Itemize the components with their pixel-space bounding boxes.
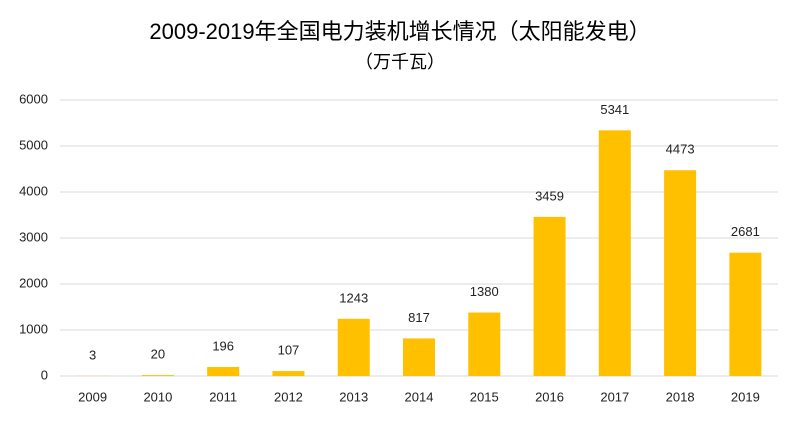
x-tick-label: 2019 (731, 389, 760, 404)
y-tick-label: 3000 (19, 229, 48, 244)
x-tick-label: 2015 (470, 389, 499, 404)
bar (468, 312, 501, 376)
data-label: 20 (151, 347, 165, 362)
bar (403, 338, 435, 376)
data-label: 1243 (339, 290, 368, 305)
x-tick-label: 2018 (666, 389, 695, 404)
bar (533, 216, 566, 376)
data-label: 2681 (731, 224, 760, 239)
data-label: 3 (89, 347, 96, 362)
x-tick-label: 2013 (339, 389, 368, 404)
data-label: 4473 (666, 142, 695, 157)
bar (141, 375, 174, 376)
data-label: 107 (278, 343, 300, 358)
data-label: 1380 (470, 284, 499, 299)
x-tick-label: 2016 (535, 389, 564, 404)
x-tick-label: 2010 (143, 389, 172, 404)
y-tick-label: 2000 (19, 275, 48, 290)
data-label: 5341 (600, 102, 629, 117)
x-tick-label: 2014 (405, 389, 434, 404)
y-tick-label: 0 (41, 367, 48, 382)
chart-subtitle: （万千瓦） (355, 52, 445, 72)
bar (272, 371, 305, 376)
data-label: 3459 (535, 188, 564, 203)
bar (729, 252, 762, 376)
y-tick-label: 6000 (19, 91, 48, 106)
bar (598, 130, 631, 376)
y-tick-label: 5000 (19, 137, 48, 152)
bar (664, 170, 697, 376)
y-tick-label: 1000 (19, 321, 48, 336)
x-tick-label: 2009 (78, 389, 107, 404)
bar (337, 318, 370, 376)
chart-title: 2009-2019年全国电力装机增长情况（太阳能发电） (149, 19, 650, 44)
data-label: 817 (408, 310, 430, 325)
y-tick-label: 4000 (19, 183, 48, 198)
bar (207, 366, 240, 376)
data-label: 196 (212, 338, 234, 353)
x-tick-label: 2011 (209, 389, 237, 404)
x-tick-label: 2012 (274, 389, 303, 404)
x-tick-label: 2017 (600, 389, 629, 404)
